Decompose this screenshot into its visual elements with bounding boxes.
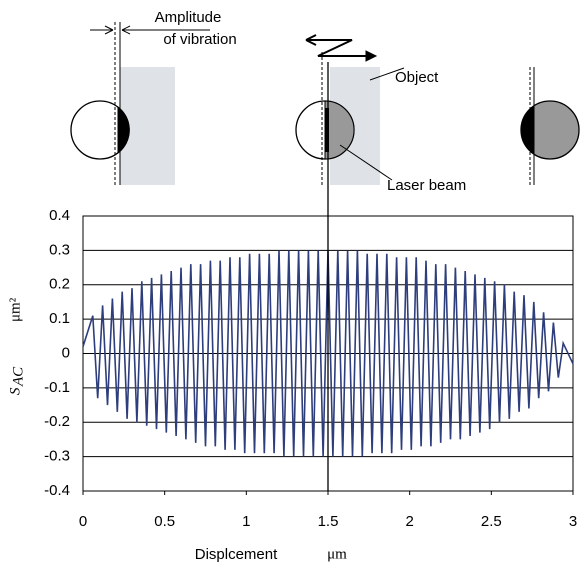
y-tick-label: 0 bbox=[62, 344, 70, 361]
x-tick-label: 0.5 bbox=[154, 513, 175, 530]
y-tick-label: 0.2 bbox=[49, 276, 70, 293]
annotation: Object bbox=[395, 69, 439, 86]
x-tick-label: 0 bbox=[79, 513, 87, 530]
y-tick-label: 0.3 bbox=[49, 241, 70, 258]
y-tick-label: -0.4 bbox=[44, 482, 70, 499]
annotation: of vibration bbox=[163, 31, 236, 48]
y-tick-label: -0.3 bbox=[44, 448, 70, 465]
x-axis-label: Displcement bbox=[195, 546, 278, 563]
y-tick-label: -0.1 bbox=[44, 379, 70, 396]
x-tick-label: 2.5 bbox=[481, 513, 502, 530]
x-tick-label: 3 bbox=[569, 513, 577, 530]
diagram bbox=[70, 22, 580, 185]
annotation: Amplitude bbox=[155, 9, 222, 26]
x-tick-label: 1.5 bbox=[318, 513, 339, 530]
y-axis-label-group: S AC bbox=[7, 366, 26, 395]
y-tick-label: 0.1 bbox=[49, 310, 70, 327]
x-axis-unit: μm bbox=[327, 546, 347, 562]
x-tick-label: 2 bbox=[405, 513, 413, 530]
annotation: Laser beam bbox=[387, 177, 466, 194]
x-tick-label: 1 bbox=[242, 513, 250, 530]
y-axis-label-sub: AC bbox=[10, 366, 26, 387]
y-axis-label: S bbox=[7, 387, 23, 395]
y-tick-label: -0.2 bbox=[44, 413, 70, 430]
y-axis-unit: μm² bbox=[7, 297, 23, 322]
y-tick-label: 0.4 bbox=[49, 207, 70, 224]
